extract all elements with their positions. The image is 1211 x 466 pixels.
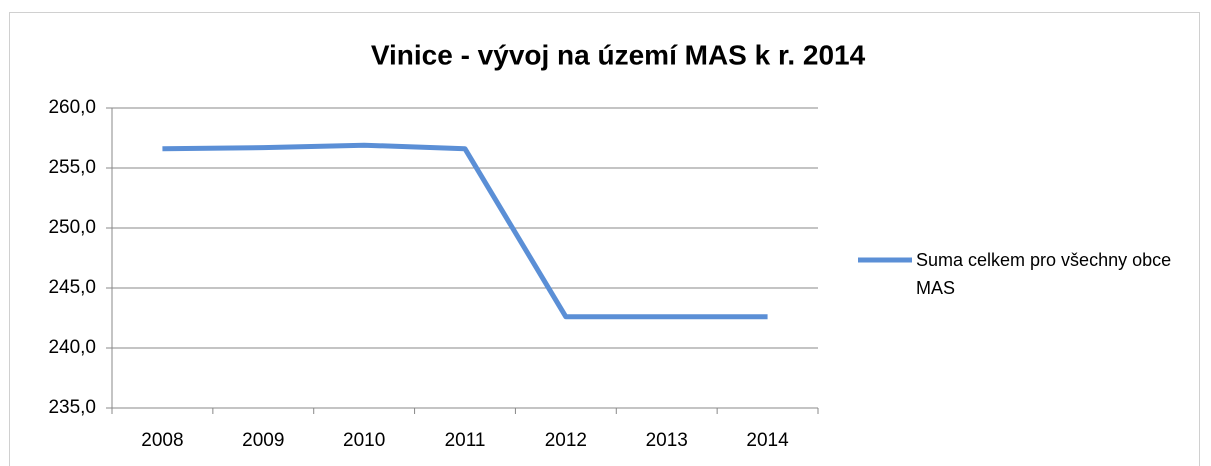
- chart-border: [9, 12, 1200, 466]
- x-tick-label: 2014: [746, 430, 789, 451]
- y-tick-label: 255,0: [48, 157, 96, 178]
- data-line: [162, 142, 768, 320]
- x-tick-label: 2013: [646, 430, 688, 451]
- y-tick-label: 240,0: [48, 337, 96, 358]
- y-tick-label: 250,0: [48, 217, 96, 238]
- x-tick-label: 2009: [242, 430, 284, 451]
- x-tick-label: 2012: [545, 430, 587, 451]
- y-tick-label: 245,0: [48, 277, 96, 298]
- y-tick-label: 260,0: [48, 97, 96, 118]
- legend-label: Suma celkem pro všechny obce MAS: [916, 250, 1172, 298]
- x-tick-label: 2010: [343, 430, 385, 451]
- x-tick-label: 2008: [141, 430, 183, 451]
- y-tick-label: 235,0: [48, 397, 96, 418]
- x-tick-label: 2011: [445, 430, 486, 451]
- chart-title: Vinice - vývoj na území MAS k r. 2014: [371, 39, 866, 70]
